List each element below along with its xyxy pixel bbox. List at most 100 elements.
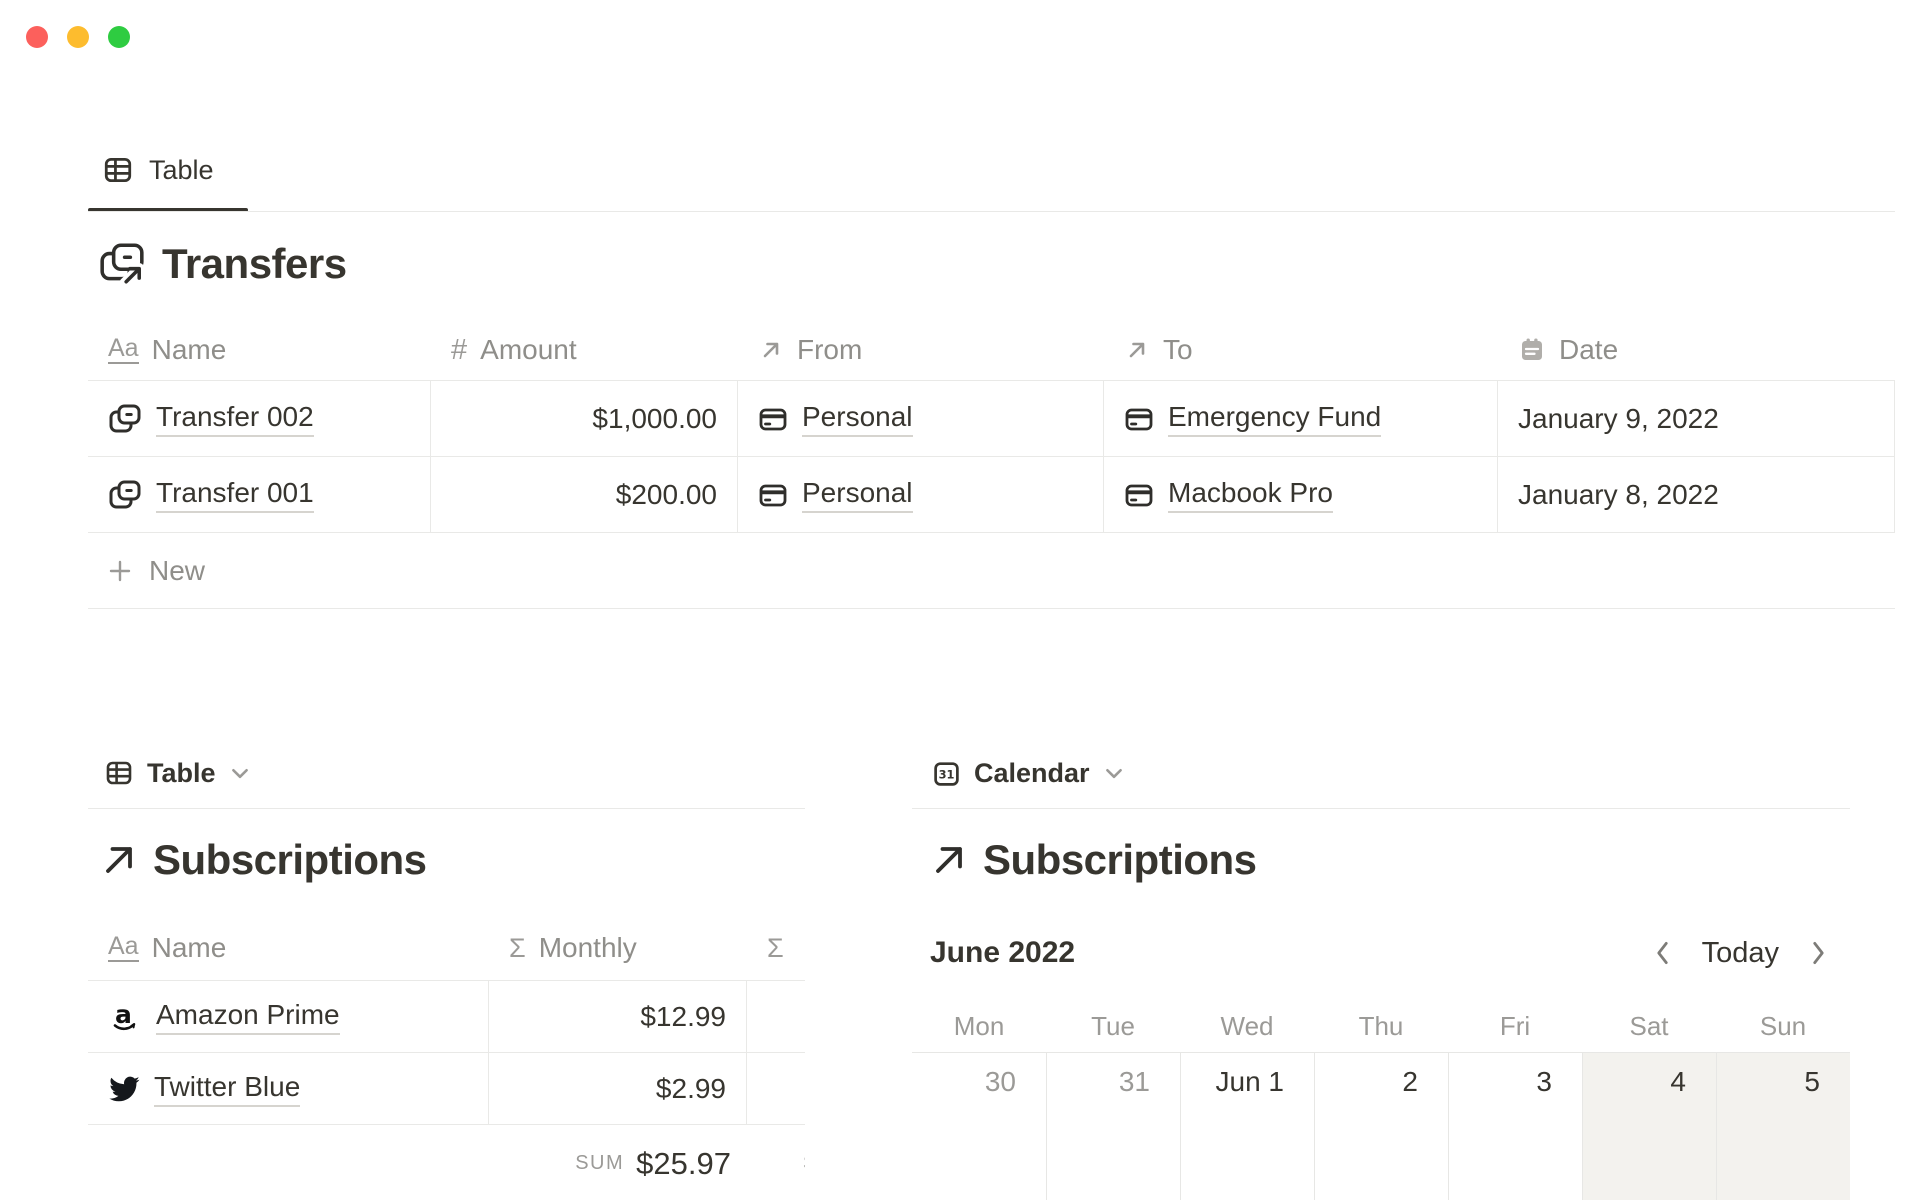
number-property-icon: # xyxy=(451,333,468,366)
view-label: Calendar xyxy=(974,757,1090,788)
transfers-table-body: Transfer 002 $1,000.00 Personal xyxy=(88,380,1895,609)
plus-icon xyxy=(106,557,134,585)
name-cell[interactable]: Transfer 002 xyxy=(88,381,431,456)
from-cell[interactable]: Personal xyxy=(738,381,1104,456)
tab-table[interactable]: Table xyxy=(88,150,1895,190)
column-header-from[interactable]: From xyxy=(738,320,1104,380)
linked-database-arrow-icon xyxy=(100,841,138,879)
window-zoom-button[interactable] xyxy=(108,26,130,48)
date-property-icon xyxy=(1518,336,1546,364)
table-row: a Amazon Prime $12.99 xyxy=(88,981,805,1053)
svg-text:31: 31 xyxy=(939,767,955,781)
calendar-cell[interactable]: Jun 1 xyxy=(1180,1053,1314,1200)
calendar-cell[interactable]: 31 xyxy=(1046,1053,1180,1200)
calendar-day-headers: Mon Tue Wed Thu Fri Sat Sun xyxy=(912,1004,1850,1048)
amount-cell[interactable]: $1,000.00 xyxy=(431,381,738,456)
section-divider xyxy=(88,808,805,809)
column-header-clipped[interactable]: Σ xyxy=(747,916,805,980)
transfers-header-row: Aa Name # Amount From To xyxy=(88,320,1895,380)
window-minimize-button[interactable] xyxy=(67,26,89,48)
clipped-cell[interactable] xyxy=(747,981,805,1052)
chevron-right-icon[interactable] xyxy=(1811,940,1826,966)
account-card-icon xyxy=(758,404,788,434)
chevron-left-icon[interactable] xyxy=(1655,940,1670,966)
column-header-name[interactable]: Aa Name xyxy=(108,932,227,963)
to-cell[interactable]: Macbook Pro xyxy=(1104,457,1498,532)
calendar-grid: 30 31 Jun 1 2 3 4 5 xyxy=(912,1052,1850,1200)
sum-aggregate[interactable]: SUM $25.97 xyxy=(489,1125,747,1200)
column-header-monthly[interactable]: Σ Monthly xyxy=(509,932,637,963)
view-switcher-calendar[interactable]: 31 Calendar xyxy=(912,752,1850,794)
monthly-cell[interactable]: $2.99 xyxy=(489,1053,747,1124)
column-header-to[interactable]: To xyxy=(1104,320,1498,380)
sum-aggregate-clipped[interactable]: SUM xyxy=(747,1125,805,1200)
column-header-amount[interactable]: # Amount xyxy=(451,333,577,366)
transfer-page-icon xyxy=(108,478,142,512)
day-header: Sat xyxy=(1629,1011,1669,1041)
table-view-icon xyxy=(102,154,134,186)
text-property-icon: Aa xyxy=(108,932,139,962)
subscriptions-title-text: Subscriptions xyxy=(983,836,1257,883)
from-cell[interactable]: Personal xyxy=(738,457,1104,532)
table-row: Transfer 002 $1,000.00 Personal xyxy=(88,381,1895,457)
amount-cell[interactable]: $200.00 xyxy=(431,457,738,532)
twitter-icon xyxy=(108,1073,140,1105)
day-header: Thu xyxy=(1358,1011,1404,1041)
transfers-icon xyxy=(98,240,146,288)
tab-table-label: Table xyxy=(149,154,214,185)
transfers-title[interactable]: Transfers xyxy=(98,240,347,288)
column-header-name[interactable]: Aa Name xyxy=(108,334,227,365)
sum-value: $25.97 xyxy=(636,1145,731,1181)
subscriptions-title[interactable]: Subscriptions xyxy=(930,836,1257,884)
amazon-icon: a xyxy=(108,1000,142,1034)
monthly-cell[interactable]: $12.99 xyxy=(489,981,747,1052)
calendar-cell[interactable]: 4 xyxy=(1582,1053,1716,1200)
table-view-icon xyxy=(104,758,134,788)
account-card-icon xyxy=(1124,480,1154,510)
table-row: Twitter Blue $2.99 xyxy=(88,1053,805,1125)
calendar-toolbar: June 2022 Today xyxy=(912,932,1850,974)
to-cell[interactable]: Emergency Fund xyxy=(1104,381,1498,456)
linked-database-arrow-icon xyxy=(930,841,968,879)
transfers-title-text: Transfers xyxy=(162,240,347,287)
day-header: Fri xyxy=(1499,1011,1531,1041)
sum-label: SUM xyxy=(575,1152,625,1174)
transfer-page-icon xyxy=(108,402,142,436)
name-cell[interactable]: Transfer 001 xyxy=(88,457,431,532)
subscriptions-header-row: Aa Name Σ Monthly Σ xyxy=(88,916,805,980)
calendar-nav: Today xyxy=(1655,937,1826,970)
view-switcher-table[interactable]: Table xyxy=(88,752,805,794)
calendar-view-icon: 31 xyxy=(932,759,961,788)
svg-text:a: a xyxy=(115,1000,132,1029)
account-card-icon xyxy=(1124,404,1154,434)
day-header: Wed xyxy=(1220,1011,1274,1041)
column-header-date[interactable]: Date xyxy=(1498,320,1895,380)
table-footer: SUM $25.97 SUM xyxy=(88,1125,805,1200)
calendar-cell[interactable]: 5 xyxy=(1716,1053,1850,1200)
text-property-icon: Aa xyxy=(108,334,139,364)
today-button[interactable]: Today xyxy=(1701,936,1779,969)
section-divider xyxy=(912,808,1850,809)
calendar-cell[interactable]: 2 xyxy=(1314,1053,1448,1200)
calendar-cell[interactable]: 3 xyxy=(1448,1053,1582,1200)
table-row: Transfer 001 $200.00 Personal xyxy=(88,457,1895,533)
chevron-down-icon xyxy=(1103,762,1125,784)
calendar-cell[interactable]: 30 xyxy=(984,1066,1016,1097)
formula-sigma-icon: Σ xyxy=(767,932,784,963)
name-cell[interactable]: a Amazon Prime xyxy=(88,981,489,1052)
date-cell[interactable]: January 9, 2022 xyxy=(1498,381,1895,456)
subscriptions-calendar-view: 31 Calendar Subscriptions June 2022 Tod xyxy=(912,752,1850,1200)
transfers-database: Table Transfers Aa Name # Amount xyxy=(88,150,1895,620)
account-card-icon xyxy=(758,480,788,510)
day-header: Mon xyxy=(953,1011,1005,1041)
subscriptions-title[interactable]: Subscriptions xyxy=(100,836,427,884)
window-close-button[interactable] xyxy=(26,26,48,48)
name-cell[interactable]: Twitter Blue xyxy=(88,1053,489,1124)
new-row-button[interactable]: New xyxy=(88,533,1895,609)
formula-sigma-icon: Σ xyxy=(509,932,526,963)
relation-arrow-icon xyxy=(758,337,784,363)
month-label: June 2022 xyxy=(930,936,1076,969)
date-cell[interactable]: January 8, 2022 xyxy=(1498,457,1895,532)
view-label: Table xyxy=(147,757,216,788)
clipped-cell[interactable] xyxy=(747,1053,805,1124)
